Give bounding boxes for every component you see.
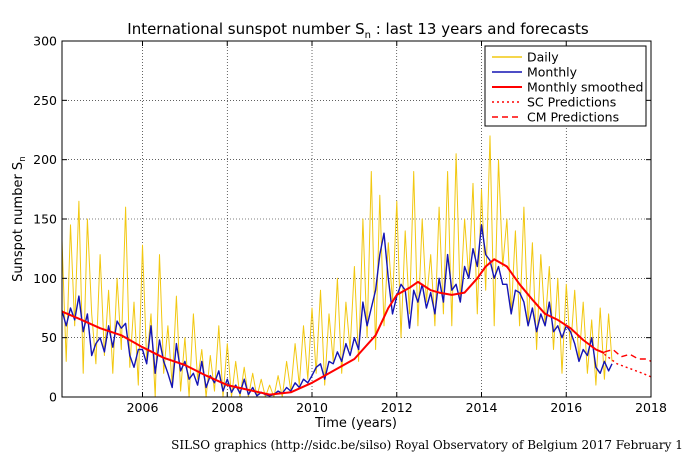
x-axis-label: Time (years) — [314, 416, 397, 431]
y-tick-label: 0 — [49, 390, 57, 405]
y-tick-label: 100 — [33, 271, 57, 286]
y-tick-label: 150 — [33, 212, 57, 227]
series-line-monthly — [61, 224, 613, 397]
x-tick-label: 2012 — [381, 400, 413, 415]
x-tick-label: 2014 — [466, 400, 498, 415]
x-tick-label: 2016 — [550, 400, 582, 415]
grid — [62, 41, 651, 397]
legend-label-sc-predictions: SC Predictions — [527, 95, 616, 110]
x-tick-label: 2010 — [296, 400, 328, 415]
x-tick-label: 2008 — [211, 400, 243, 415]
legend-label-monthly-smoothed: Monthly smoothed — [527, 80, 643, 95]
legend-label-daily: Daily — [527, 50, 559, 65]
x-tick-label: 2018 — [635, 400, 667, 415]
y-axis-label: Sunspot number Sn — [11, 156, 28, 282]
footer-credit: SILSO graphics (http://sidc.be/silso) Ro… — [171, 438, 683, 452]
series-line-sc-predictions — [603, 353, 652, 378]
x-tick-label: 2006 — [127, 400, 159, 415]
y-tick-label: 50 — [41, 330, 57, 345]
series-group — [61, 135, 652, 398]
series-line-monthly-smoothed — [61, 258, 605, 396]
legend-label-cm-predictions: CM Predictions — [527, 110, 619, 125]
axis-ticks: 2006 2008 2010 2012 2014 2016 2018 0 50 100 150 200… — [33, 34, 667, 416]
legend-label-monthly: Monthly — [527, 65, 578, 80]
y-tick-label: 250 — [33, 93, 57, 108]
y-tick-label: 200 — [33, 152, 57, 167]
chart-title: International sunspot number Sn : last 1… — [127, 20, 589, 41]
y-tick-label: 300 — [33, 34, 57, 49]
